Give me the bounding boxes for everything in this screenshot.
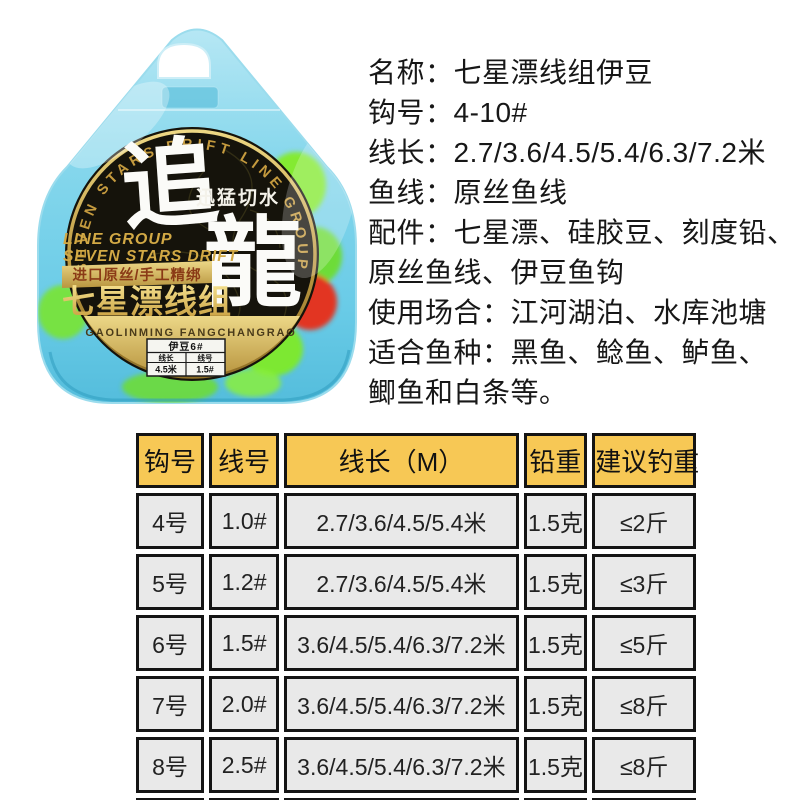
- cell: 1.5克: [523, 615, 588, 671]
- calligraphy-long: 龍: [204, 206, 302, 321]
- cell: 7号: [136, 676, 205, 732]
- cell: 1.5克: [523, 676, 588, 732]
- cell: 1.5#: [209, 615, 280, 671]
- cell: 1.0#: [209, 493, 280, 549]
- hanger-hole: [157, 42, 211, 79]
- cell: 1.2#: [209, 554, 280, 610]
- series-name-text: 七星漂线组: [62, 283, 232, 320]
- cell: 4号: [136, 493, 205, 549]
- detail-name: 名称：七星漂线组伊豆: [368, 57, 654, 88]
- open-tab: [161, 86, 219, 109]
- detail-accessories-2: 原丝鱼线、伊豆鱼钩: [368, 257, 625, 288]
- float-bead-green: [225, 369, 281, 397]
- calligraphy-zhui: 追: [118, 125, 222, 244]
- cell: 3.6/4.5/5.4/6.3/7.2米: [284, 676, 519, 732]
- cell: ≤2斤: [592, 493, 696, 549]
- detail-hook-size: 钩号：4-10#: [368, 97, 528, 128]
- craft-banner-strip: [62, 261, 212, 288]
- table-row: 6号 1.5# 3.6/4.5/5.4/6.3/7.2米 1.5克 ≤5斤: [136, 615, 696, 671]
- cell: 2.7/3.6/4.5/5.4米: [284, 493, 519, 549]
- spec-table: 钩号 线号 线长（M） 铅重 建议钓重 4号 1.0# 2.7/3.6/4.5/…: [131, 428, 701, 800]
- table-row: 5号 1.2# 2.7/3.6/4.5/5.4米 1.5克 ≤3斤: [136, 554, 696, 610]
- cell: 6号: [136, 615, 205, 671]
- craft-banner-text: 进口原丝/手工精绑: [72, 266, 201, 284]
- cell: 2.5#: [209, 737, 280, 793]
- table-row: 8号 2.5# 3.6/4.5/5.4/6.3/7.2米 1.5克 ≤8斤: [136, 737, 696, 793]
- cell: 1.5克: [523, 737, 588, 793]
- cell: ≤8斤: [592, 737, 696, 793]
- product-package-image: SEVEN STARS DRIFT LINE GROUP 追 龍 迅猛切水 LI…: [37, 28, 357, 404]
- detail-fish-types-2: 鲫鱼和白条等。: [368, 377, 568, 408]
- slogan-text: 迅猛切水: [196, 186, 280, 209]
- table-row: 10号 3.0# 3.6/4.5/5.4/6.3/7.2米 1.5克 ≤10斤: [136, 798, 696, 800]
- detail-usage: 使用场合：江河湖泊、水库池塘: [368, 297, 768, 328]
- spec-box-col2-label: 线号: [198, 353, 213, 363]
- product-details: 名称：七星漂线组伊豆 钩号：4-10# 线长：2.7/3.6/4.5/5.4/6…: [368, 51, 798, 411]
- header-line-no: 线号: [209, 433, 280, 488]
- header-length: 线长（M）: [284, 433, 519, 488]
- cell: 2.7/3.6/4.5/5.4米: [284, 554, 519, 610]
- spec-box-col2-value: 1.5#: [196, 365, 214, 375]
- pinyin-text: GAOLINMING FANGCHANGRAO: [85, 327, 296, 339]
- detail-accessories-1: 配件：七星漂、硅胶豆、刻度铅、: [368, 217, 796, 248]
- round-label: SEVEN STARS DRIFT LINE GROUP 追 龍 迅猛切水 LI…: [62, 125, 319, 381]
- detail-fish-types-1: 适合鱼种：黑鱼、鲶鱼、鲈鱼、: [368, 337, 768, 368]
- cell: 3.0#: [209, 798, 280, 800]
- cell: 3.6/4.5/5.4/6.3/7.2米: [284, 798, 519, 800]
- cell: ≤3斤: [592, 554, 696, 610]
- cell: 2.0#: [209, 676, 280, 732]
- detail-fishing-line: 鱼线：原丝鱼线: [368, 177, 568, 208]
- cell: 5号: [136, 554, 205, 610]
- cell: ≤8斤: [592, 676, 696, 732]
- cell: 1.5克: [523, 798, 588, 800]
- cell: 3.6/4.5/5.4/6.3/7.2米: [284, 737, 519, 793]
- detail-line-length: 线长：2.7/3.6/4.5/5.4/6.3/7.2米: [368, 137, 766, 168]
- label-spec-box: 伊豆6# 线长 线号 4.5米 1.5#: [146, 338, 226, 377]
- cell: 3.6/4.5/5.4/6.3/7.2米: [284, 615, 519, 671]
- table-row: 7号 2.0# 3.6/4.5/5.4/6.3/7.2米 1.5克 ≤8斤: [136, 676, 696, 732]
- cell: 8号: [136, 737, 205, 793]
- cell: ≤10斤: [592, 798, 696, 800]
- header-hook: 钩号: [136, 433, 205, 488]
- cell: 1.5克: [523, 493, 588, 549]
- brand-line1: LINE GROUP: [63, 231, 173, 248]
- cell: 1.5克: [523, 554, 588, 610]
- table-row: 4号 1.0# 2.7/3.6/4.5/5.4米 1.5克 ≤2斤: [136, 493, 696, 549]
- spec-box-title: 伊豆6#: [167, 340, 203, 353]
- spec-box-col1-value: 4.5米: [155, 364, 178, 375]
- spec-box-col1-label: 线长: [159, 353, 174, 363]
- cell: 10号: [136, 798, 205, 800]
- header-lead-weight: 铅重: [523, 433, 588, 488]
- spec-table-header-row: 钩号 线号 线长（M） 铅重 建议钓重: [136, 433, 699, 488]
- header-suggested-weight: 建议钓重: [592, 433, 699, 488]
- cell: ≤5斤: [592, 615, 696, 671]
- brand-line2: SEVEN STARS DRIFT: [63, 248, 239, 265]
